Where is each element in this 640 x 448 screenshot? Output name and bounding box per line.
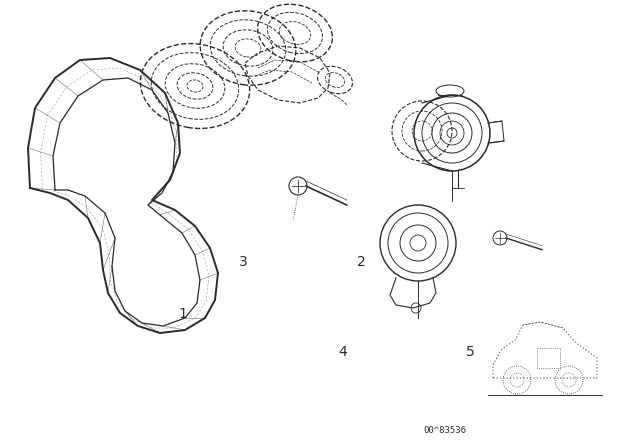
Text: 5: 5 bbox=[466, 345, 475, 359]
Text: 4: 4 bbox=[338, 345, 347, 359]
Text: 1: 1 bbox=[178, 306, 187, 321]
Text: 00^83536: 00^83536 bbox=[423, 426, 467, 435]
Text: 2: 2 bbox=[357, 255, 366, 269]
Text: 3: 3 bbox=[239, 255, 248, 269]
